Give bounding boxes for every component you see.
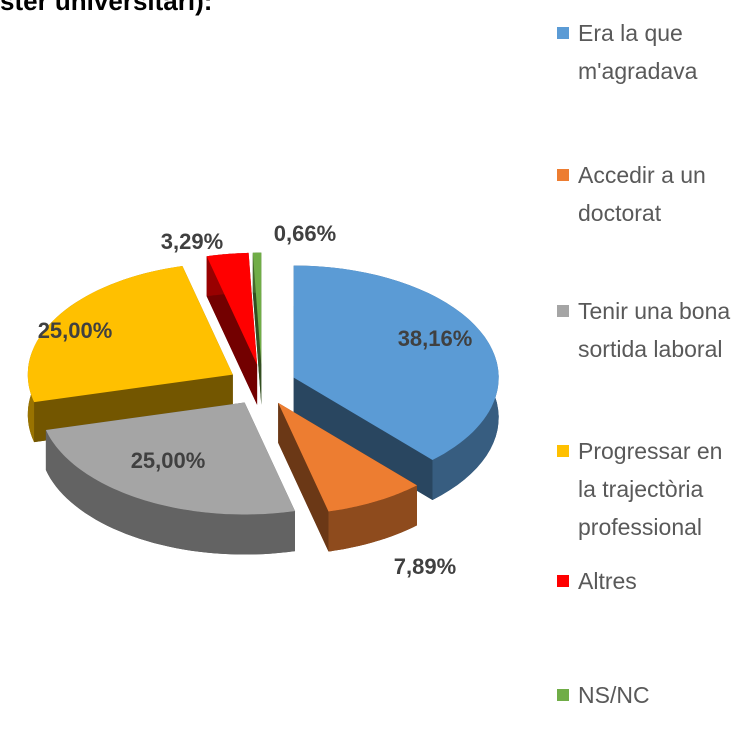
data-label: 0,66% xyxy=(274,221,336,246)
slice-top xyxy=(252,252,262,365)
pie-slice xyxy=(252,252,262,405)
legend-item: Tenir una bona sortida laboral xyxy=(557,292,740,368)
legend-item: NS/NC xyxy=(557,676,740,714)
legend-item: Altres xyxy=(557,562,740,600)
legend-label: Tenir una bona sortida laboral xyxy=(578,298,731,362)
pie-slice xyxy=(45,402,296,555)
slice-rim xyxy=(45,430,296,555)
legend-label: Accedir a un doctorat xyxy=(578,162,706,226)
legend-swatch xyxy=(557,575,569,587)
slice-top xyxy=(27,266,233,403)
legend-item: Era la que m'agradava xyxy=(557,14,740,90)
pie-slice xyxy=(27,266,233,443)
legend-label: Altres xyxy=(578,568,637,594)
slice-top xyxy=(45,402,296,515)
data-label: 25,00% xyxy=(38,318,113,343)
legend-swatch xyxy=(557,169,569,181)
legend-label: NS/NC xyxy=(578,682,650,708)
legend-item: Accedir a un doctorat xyxy=(557,156,740,232)
pie-slice xyxy=(278,402,417,552)
legend-swatch xyxy=(557,445,569,457)
legend-label: Progressar en la trajectòria professiona… xyxy=(578,438,723,540)
slice-top xyxy=(278,402,417,512)
chart-title: ster universitari): xyxy=(0,0,213,16)
data-label: 7,89% xyxy=(394,554,456,579)
data-label: 3,29% xyxy=(161,229,223,254)
slice-wall xyxy=(278,402,329,552)
slice-top xyxy=(293,265,499,460)
data-label: 38,16% xyxy=(398,326,473,351)
slice-top xyxy=(206,252,258,365)
legend-item: Progressar en la trajectòria professiona… xyxy=(557,432,740,546)
slice-wall xyxy=(293,377,433,500)
pie-slice xyxy=(206,252,258,405)
legend-label: Era la que m'agradava xyxy=(578,20,698,84)
data-label: 25,00% xyxy=(131,448,206,473)
slice-rim xyxy=(328,485,417,552)
pie-slice xyxy=(293,265,499,500)
legend-swatch xyxy=(557,27,569,39)
legend-swatch xyxy=(557,305,569,317)
legend-swatch xyxy=(557,689,569,701)
